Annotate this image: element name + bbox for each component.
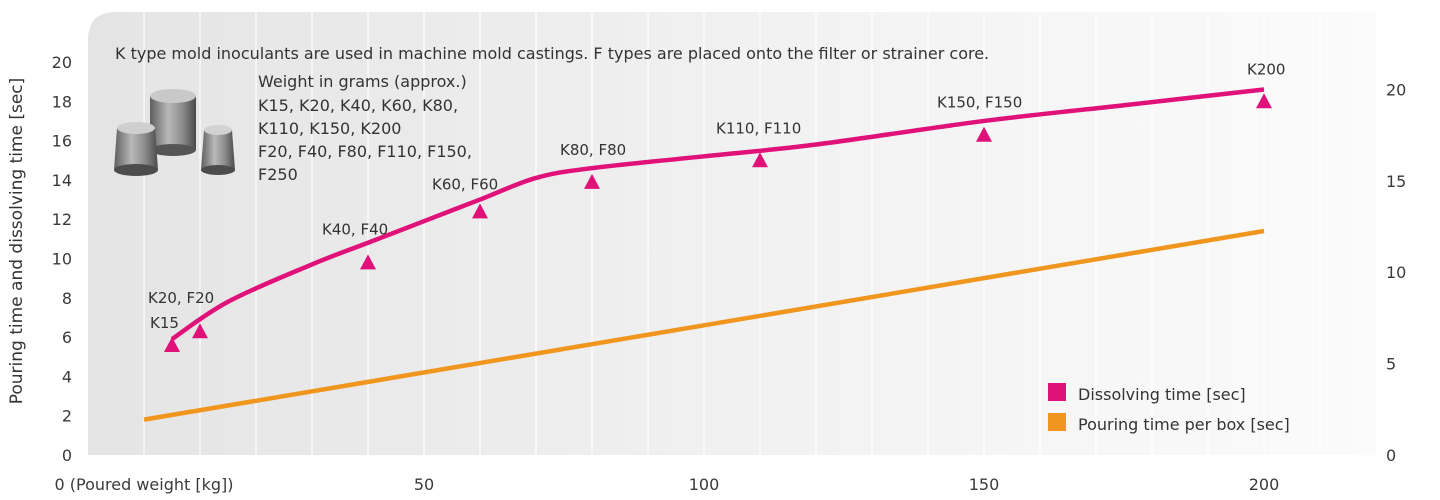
weight-note-line: K110, K150, K200: [258, 119, 401, 138]
data-point-label: K110, F110: [716, 119, 801, 137]
series-layer: K15 K20, F20 K40, F40 K60, F60 K80, F80 K110,…: [143, 60, 1285, 422]
y-tick-label: 6: [62, 328, 72, 347]
y-tick-label: 0: [62, 446, 72, 465]
data-point-dissolving: [472, 203, 488, 219]
x-tick-label: 100: [689, 475, 720, 494]
series-line-pouring: [143, 228, 1265, 422]
legend-swatch-pouring: [1048, 413, 1066, 431]
y-right-tick-label: 0: [1386, 446, 1396, 465]
data-point-label: K40, F40: [322, 220, 388, 238]
x-tick-label: 150: [969, 475, 1000, 494]
y-axis-right: 0 5 10 15 20: [1386, 80, 1406, 465]
inoculant-can-right: [201, 125, 235, 175]
weight-note-heading: Weight in grams (approx.): [258, 72, 467, 91]
data-point-dissolving: [752, 152, 768, 168]
y-tick-label: 8: [62, 289, 72, 308]
y-right-tick-label: 10: [1386, 263, 1406, 282]
x-tick-label: 200: [1249, 475, 1280, 494]
y-tick-label: 4: [62, 367, 72, 386]
data-point-dissolving: [164, 336, 180, 352]
product-image: [114, 89, 235, 176]
x-axis: 0 (Poured weight [kg]) 50 100 150 200: [54, 475, 1279, 494]
y-tick-label: 16: [52, 132, 72, 151]
gridlines: [143, 12, 1321, 455]
series-line-dissolving: [170, 87, 1265, 341]
y-tick-label: 14: [52, 171, 72, 190]
legend-label-pouring: Pouring time per box [sec]: [1078, 415, 1290, 434]
data-point-label: K60, F60: [432, 175, 498, 193]
y-right-tick-label: 15: [1386, 172, 1406, 191]
legend-swatch-dissolving: [1048, 383, 1066, 401]
y-tick-label: 18: [52, 92, 72, 111]
inoculant-can-left: [114, 122, 158, 176]
y-right-tick-label: 20: [1386, 80, 1406, 99]
x-tick-label: 0 (Poured weight [kg]): [54, 475, 233, 494]
data-point-dissolving: [1256, 93, 1272, 109]
plot-background: [88, 12, 1376, 455]
y-axis-left: 0 2 4 6 8 10 12 14 16 18 20: [52, 53, 72, 465]
data-point-dissolving: [192, 323, 208, 339]
data-point-dissolving: [360, 254, 376, 270]
weight-note-line: K15, K20, K40, K60, K80,: [258, 96, 458, 115]
data-point-label: K150, F150: [937, 94, 1022, 112]
data-point-label: K80, F80: [560, 141, 626, 159]
data-point-label: K15: [150, 314, 179, 332]
chart-title: K type mold inoculants are used in machi…: [115, 44, 989, 63]
y-tick-label: 10: [52, 250, 72, 269]
y-right-tick-label: 5: [1386, 355, 1396, 374]
weight-note: Weight in grams (approx.) K15, K20, K40,…: [258, 72, 472, 184]
y-tick-label: 2: [62, 407, 72, 426]
data-point-label: K200: [1247, 60, 1285, 78]
y-tick-label: 20: [52, 53, 72, 72]
data-point-label: K20, F20: [148, 289, 214, 307]
x-tick-label: 50: [414, 475, 434, 494]
data-point-dissolving: [976, 126, 992, 142]
weight-note-line: F20, F40, F80, F110, F150,: [258, 142, 472, 161]
inoculant-can-large: [150, 89, 196, 156]
legend-label-dissolving: Dissolving time [sec]: [1078, 385, 1246, 404]
y-tick-label: 12: [52, 210, 72, 229]
data-point-dissolving: [584, 173, 600, 189]
y-axis-label: Pouring time and dissolving time [sec]: [7, 78, 27, 405]
legend: Dissolving time [sec] Pouring time per b…: [1048, 383, 1290, 434]
weight-note-line: F250: [258, 165, 298, 184]
